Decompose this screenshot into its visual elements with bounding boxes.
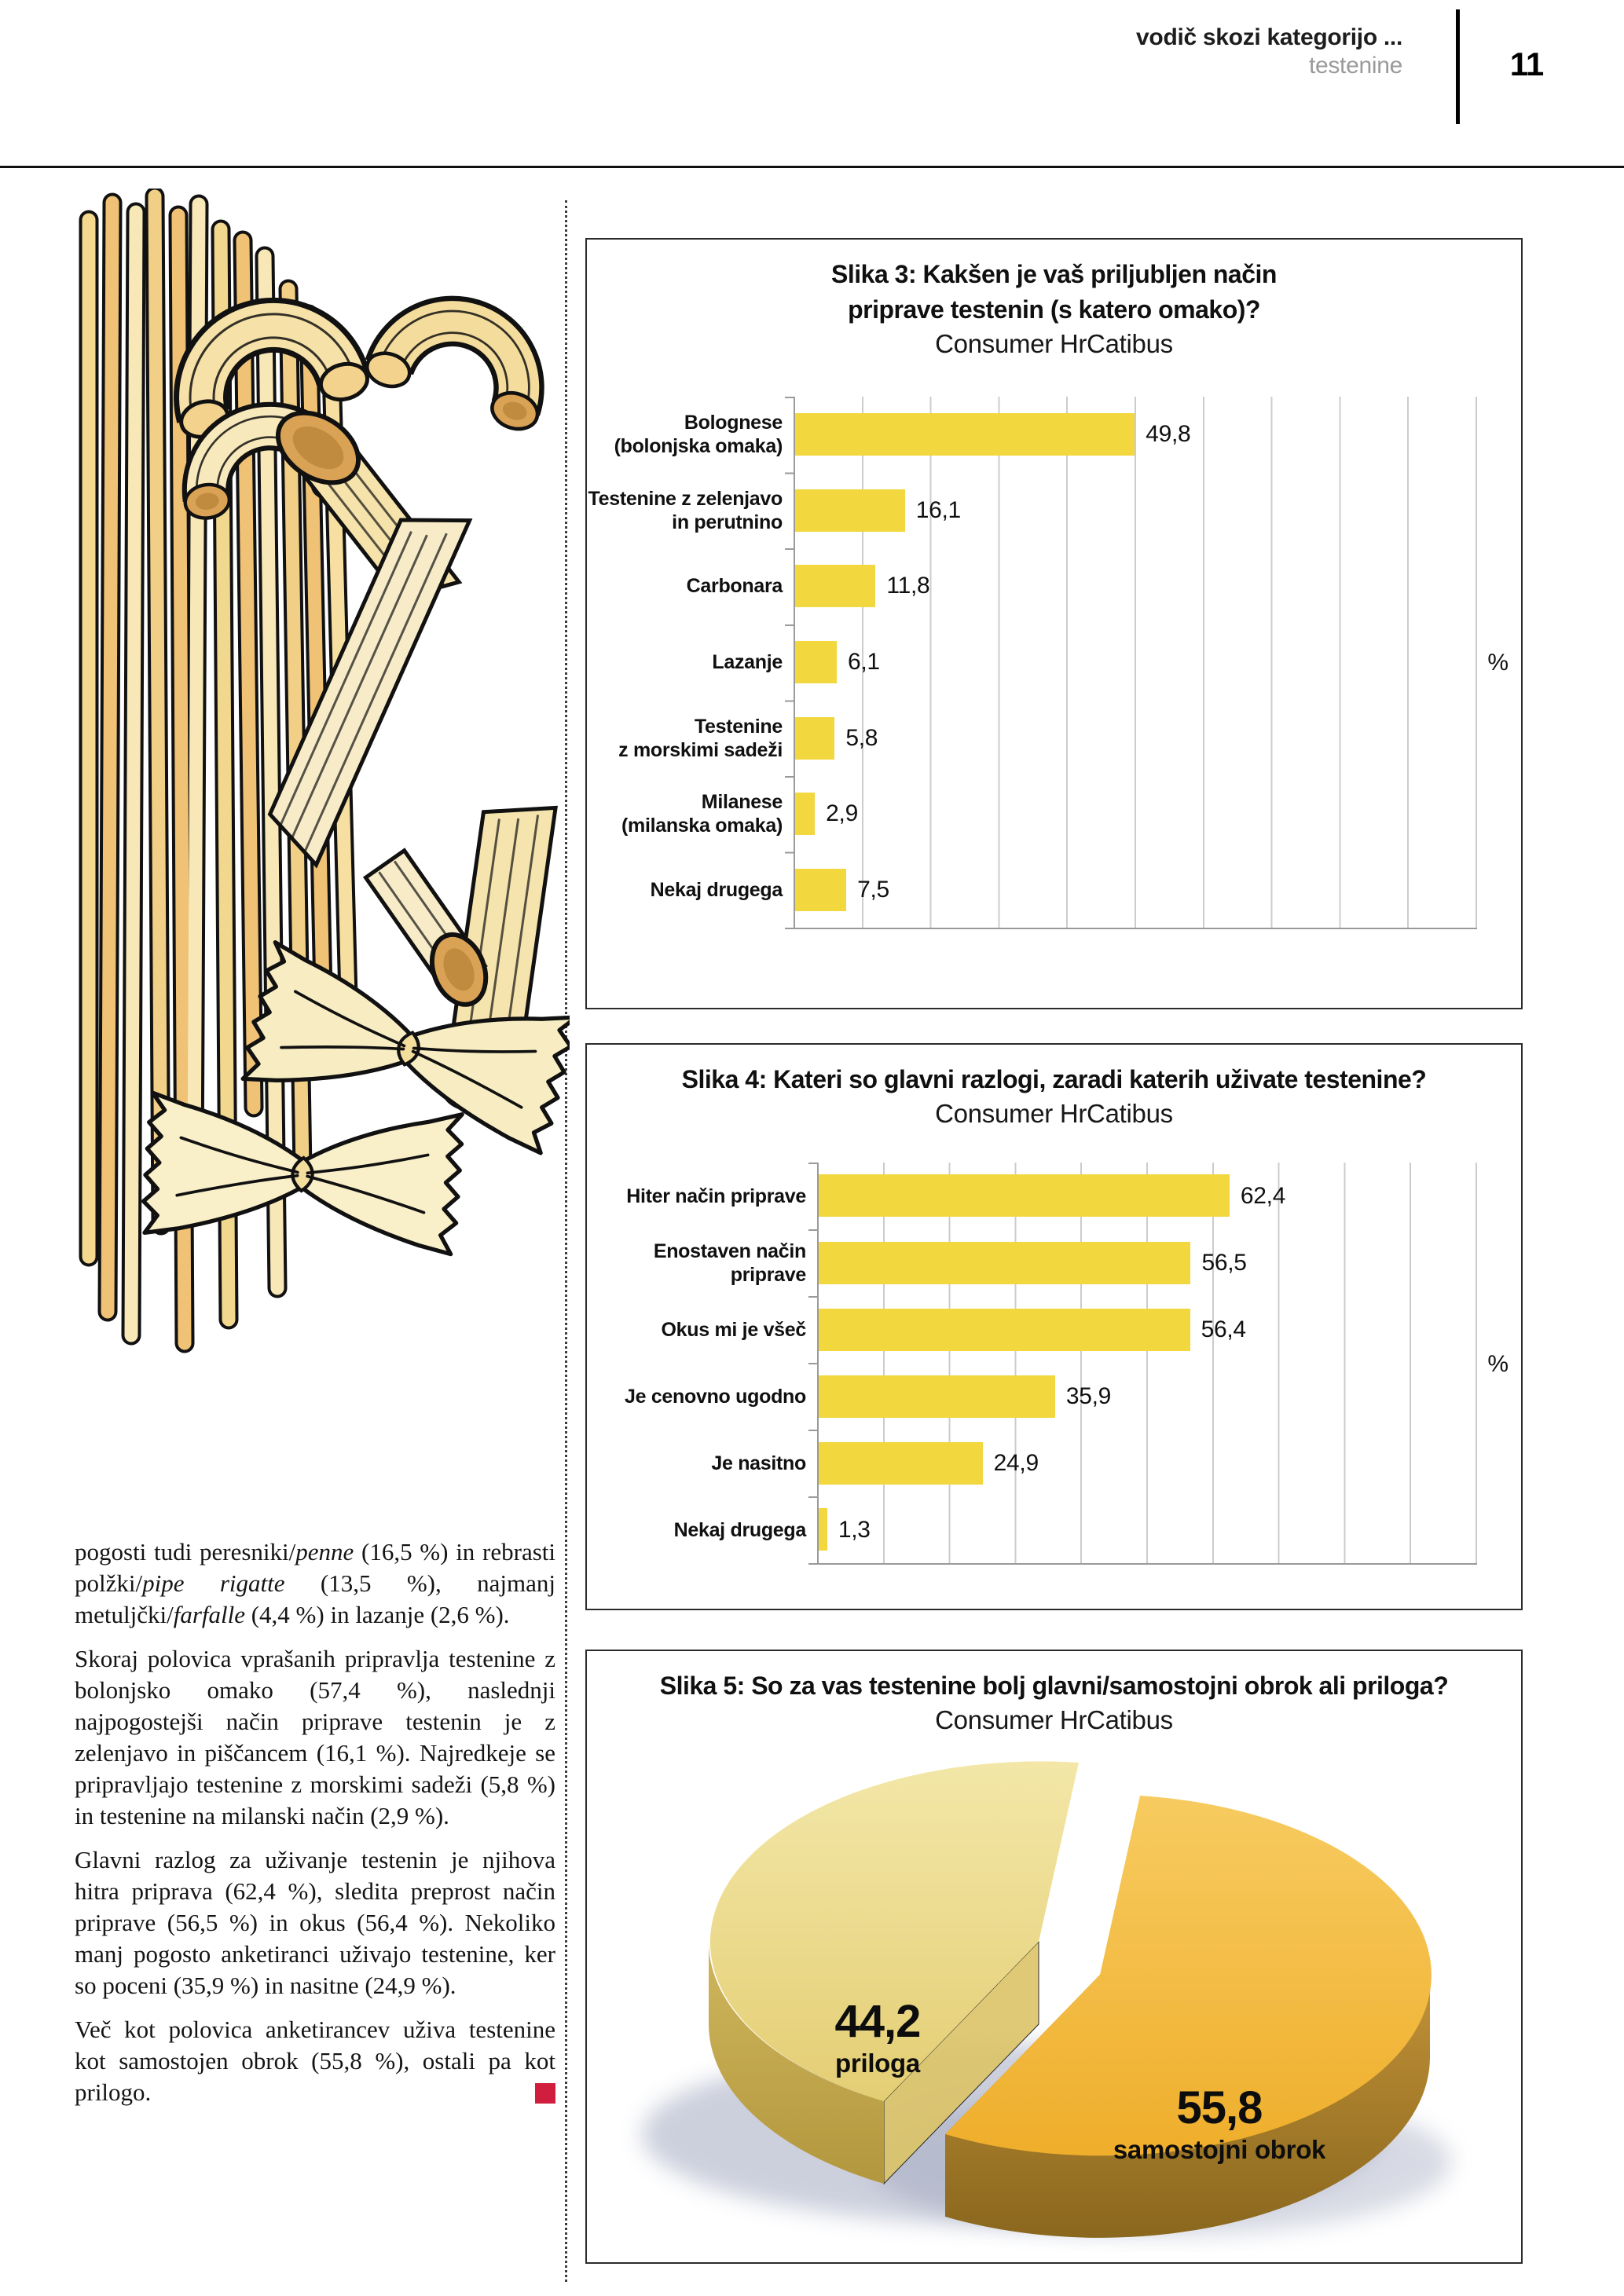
body-paragraph: Glavni razlog za uživanje testenin je nj… [75, 1844, 555, 2001]
macaroni-elbow [174, 297, 370, 439]
column-divider [565, 200, 567, 2282]
top-rule [0, 166, 1624, 168]
figure-title-line1: Slika 3: Kakšen je vaš priljubljen način [831, 260, 1277, 288]
header-section: testenine [1308, 53, 1402, 79]
bar [819, 1508, 827, 1551]
axis-unit-label: % [1487, 1351, 1509, 1377]
pie-value-samostojni-obrok: 55,8 [1176, 2082, 1263, 2133]
category-label: Je nasitno [711, 1452, 806, 1474]
article-text-column: pogosti tudi peresniki/penne (16,5 %) in… [75, 1536, 555, 2121]
end-of-article-marker [535, 2083, 555, 2104]
farfalle [240, 940, 570, 1155]
pie-value-priloga: 44,2 [834, 1996, 922, 2047]
bar-value-label: 56,4 [1201, 1316, 1247, 1342]
header-breadcrumb: vodič skozi kategorijo ... [1136, 24, 1402, 50]
bar [795, 489, 905, 532]
pie-slice-samostojni-obrok [945, 1796, 1432, 2238]
body-text-italic: penne [295, 1538, 354, 1565]
category-label: Milanese (milanska omaka) [621, 791, 783, 837]
category-label: Hiter način priprave [626, 1185, 806, 1207]
figure-slika-3: Slika 3: Kakšen je vaš priljubljen način… [585, 238, 1523, 1009]
figure-subtitle: Consumer HrCatibus [935, 1099, 1173, 1128]
bar-value-label: 49,8 [1146, 421, 1191, 448]
bar-plot-slika-4: Hiter način priprave 62,4 Enostaven način … [625, 1163, 1477, 1568]
bar [819, 1375, 1055, 1418]
bar [795, 413, 1135, 456]
pie-label-samostojni-obrok: samostojni obrok [1113, 2135, 1326, 2164]
farfalle [141, 1090, 464, 1257]
category-label: Okus mi je všeč [661, 1318, 806, 1341]
figure-title: Slika 4: Kateri so glavni razlogi, zarad… [681, 1065, 1427, 1093]
pie-slice-priloga [709, 1761, 1079, 2185]
bar-value-label: 24,9 [993, 1449, 1039, 1476]
figure-title: Slika 5: So za vas testenine bolj glavni… [659, 1672, 1449, 1700]
bar-value-label: 1,3 [838, 1516, 871, 1543]
bar-value-label: 56,5 [1201, 1249, 1247, 1276]
pasta-illustration [79, 189, 570, 1353]
bar [819, 1441, 983, 1485]
category-label: Testenine z morskimi sadeži [618, 715, 783, 761]
body-paragraph: Skoraj polovica vprašanih pripravlja tes… [75, 1643, 555, 1832]
body-text-italic: pipe rigatte [142, 1569, 285, 1597]
penne [362, 848, 489, 1007]
pie-label-priloga: priloga [835, 2049, 920, 2078]
bar [819, 1174, 1230, 1218]
pie-3d [642, 1761, 1451, 2238]
bar-value-label: 5,8 [845, 724, 878, 751]
body-text: (4,4 %) in lazanje (2,6 %). [244, 1601, 510, 1628]
body-paragraph: Več kot polovica anketirancev uživa test… [75, 2014, 555, 2108]
body-text: pogosti tudi peresniki/ [75, 1538, 296, 1565]
body-paragraph: pogosti tudi peresniki/penne (16,5 %) in… [75, 1536, 555, 1631]
body-text-italic: farfalle [173, 1601, 245, 1628]
axis-unit-label: % [1487, 650, 1509, 676]
bar-value-label: 2,9 [826, 800, 858, 827]
pie-chart: 44,2 priloga 55,8 samostojni obrok [618, 1745, 1490, 2252]
category-label: Carbonara [686, 575, 783, 598]
bar [795, 793, 816, 836]
bar-value-label: 6,1 [847, 649, 880, 675]
bar-value-label: 62,4 [1240, 1182, 1286, 1209]
body-text: Več kot polovica anketirancev uživa test… [75, 2016, 555, 2106]
page-header: vodič skozi kategorijo ... testenine [1136, 24, 1402, 80]
bar [795, 641, 837, 683]
page-number: 11 [1509, 46, 1544, 82]
body-text: (13,5 %), najmanj metuljčki/ [75, 1569, 555, 1628]
bar [795, 565, 876, 608]
body-text: Skoraj polovica vprašanih pripravlja tes… [75, 1645, 555, 1829]
bar [819, 1308, 1190, 1351]
penne [267, 518, 473, 869]
header-divider-bar [1456, 9, 1460, 124]
figure-slika-4: Slika 4: Kateri so glavni razlogi, zarad… [585, 1043, 1523, 1610]
category-label: Bolognese (bolonjska omaka) [614, 412, 783, 458]
bar [795, 716, 835, 760]
category-label: Lazanje [712, 650, 783, 673]
bar [795, 868, 847, 911]
category-label: Enostaven način priprave [653, 1240, 806, 1286]
bar-value-label: 7,5 [857, 876, 889, 903]
category-label: Nekaj drugega [650, 878, 783, 901]
figure-slika-5: Slika 5: So za vas testenine bolj glavni… [585, 1650, 1523, 2264]
bar [819, 1241, 1191, 1284]
bar-value-label: 35,9 [1065, 1382, 1112, 1409]
bar-plot-slika-3: Bolognese (bolonjska omaka) 49,8 Testenine… [588, 397, 1477, 933]
bar-value-label: 16,1 [915, 496, 962, 523]
category-label: Nekaj drugega [673, 1518, 807, 1541]
category-label: Testenine z zelenjavo in perutnino [588, 487, 783, 533]
figure-title: Slika 3: Kakšen je vaš priljubljen način… [587, 257, 1521, 328]
body-text: (16,5 %) in rebrasti polžki/ [75, 1538, 555, 1597]
figure-title-line2: priprave testenin (s katero omako)? [848, 295, 1260, 324]
body-text: Glavni razlog za uživanje testenin je nj… [75, 1846, 555, 1999]
bar-value-label: 11,8 [886, 573, 930, 599]
macaroni-elbow [365, 295, 544, 431]
figure-subtitle: Consumer HrCatibus [935, 1705, 1173, 1734]
category-label: Je cenovno ugodno [624, 1385, 806, 1408]
figure-subtitle: Consumer HrCatibus [935, 329, 1173, 358]
